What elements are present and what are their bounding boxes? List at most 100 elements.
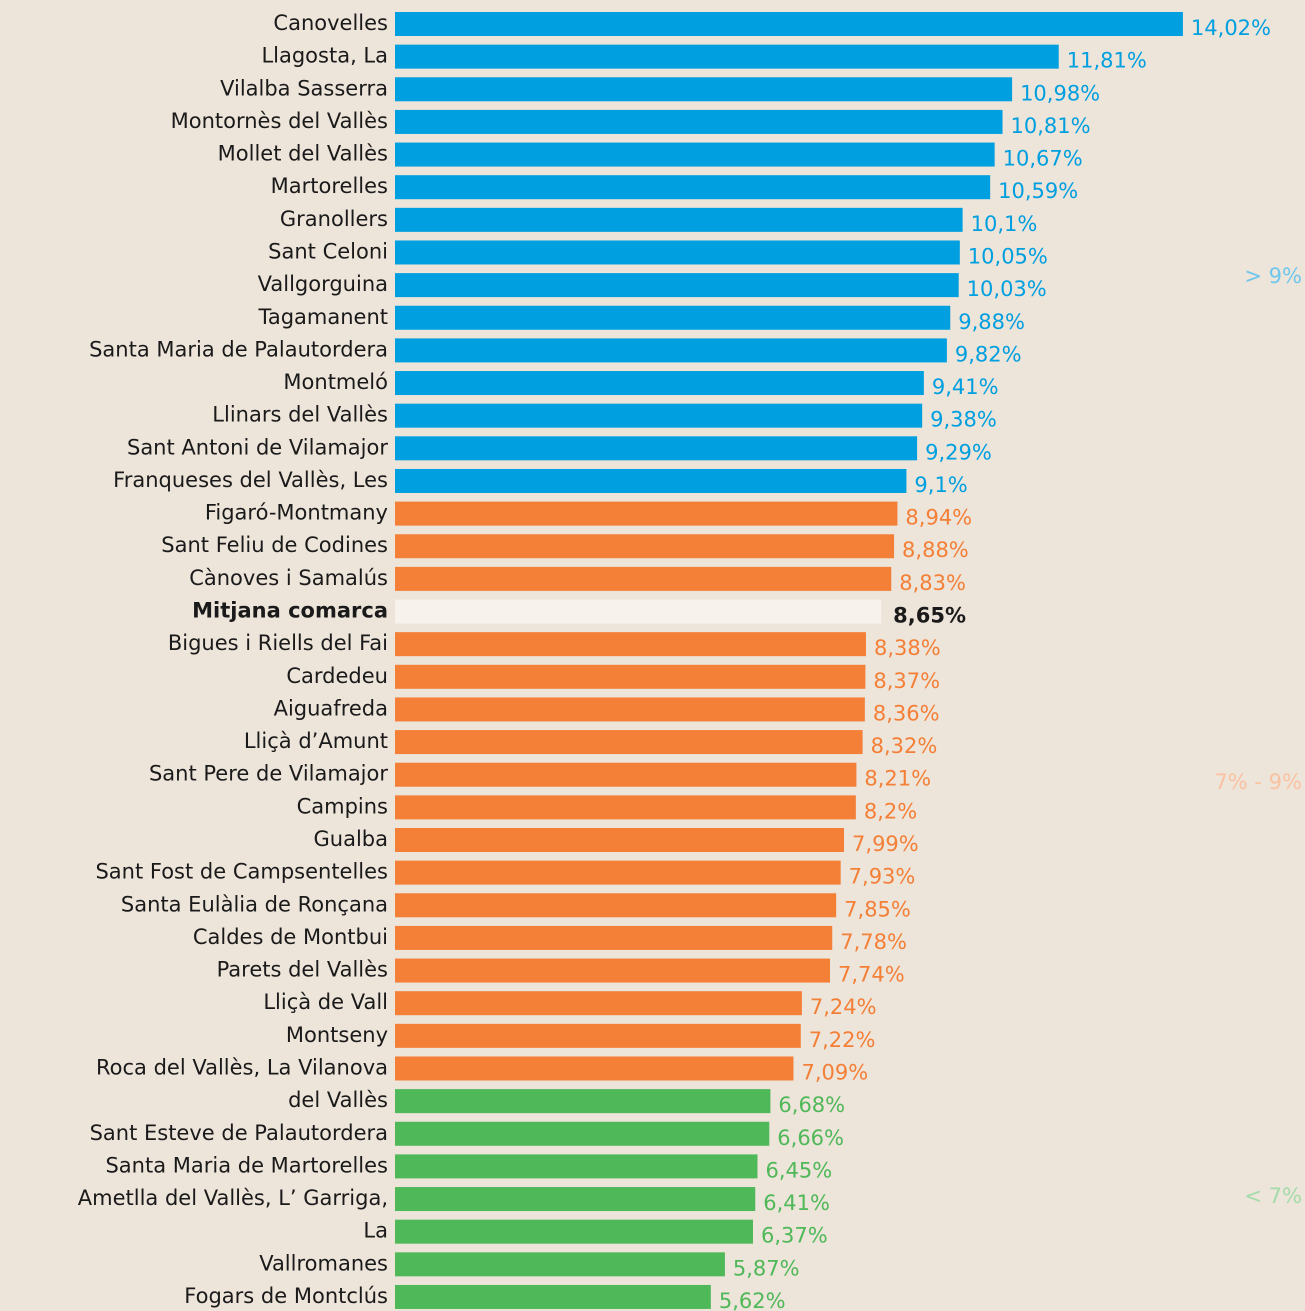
value-label: 10,67%	[1003, 147, 1083, 171]
value-label: 10,81%	[1011, 114, 1091, 138]
bar	[395, 240, 960, 265]
bar	[395, 795, 856, 820]
category-label: La	[363, 1219, 388, 1243]
value-label: 8,37%	[873, 669, 940, 693]
value-label: 9,41%	[932, 375, 999, 399]
value-label: 7,22%	[809, 1028, 876, 1052]
category-label: Vallromanes	[259, 1251, 388, 1275]
bar	[395, 1023, 801, 1048]
category-label: Lliçà d’Amunt	[244, 729, 388, 753]
bar	[395, 1284, 711, 1309]
bar	[395, 1252, 725, 1277]
bar	[395, 828, 845, 852]
value-label: 8,36%	[873, 701, 940, 725]
range-annotation: < 7%	[1244, 1184, 1302, 1208]
value-label: 7,93%	[849, 865, 916, 889]
bar	[395, 273, 959, 298]
value-label: 8,38%	[874, 636, 941, 660]
bar	[395, 1219, 753, 1244]
category-label: Sant Antoni de Vilamajor	[127, 435, 388, 459]
bar	[395, 958, 830, 983]
value-label: 8,88%	[902, 538, 969, 562]
bar	[395, 338, 947, 363]
bar	[395, 403, 923, 428]
value-label: 6,68%	[778, 1093, 845, 1117]
category-label: Caldes de Montbui	[193, 925, 388, 949]
bar	[395, 566, 892, 591]
value-label: 7,24%	[810, 995, 877, 1019]
category-label: Montseny	[286, 1023, 388, 1047]
value-label: 9,29%	[925, 440, 992, 464]
category-label: Sant Pere de Vilamajor	[149, 762, 388, 786]
category-label: Mollet del Vallès	[218, 142, 388, 166]
category-label: Santa Eulàlia de Ronçana	[121, 892, 388, 916]
bar	[395, 77, 1013, 102]
value-label: 10,03%	[967, 277, 1047, 301]
value-label: 9,88%	[958, 310, 1025, 334]
value-label: 8,2%	[864, 799, 917, 823]
category-label: Aiguafreda	[274, 696, 388, 720]
value-label: 10,59%	[998, 179, 1078, 203]
bar	[395, 12, 1183, 36]
bar	[395, 371, 924, 396]
value-label: 7,74%	[838, 963, 905, 987]
value-label: 8,83%	[899, 571, 966, 595]
bar	[395, 664, 866, 689]
category-label: Roca del Vallès, La Vilanova	[96, 1055, 388, 1079]
category-label: Sant Celoni	[268, 239, 388, 263]
bar	[395, 305, 951, 330]
range-annotation: 7% - 9%	[1214, 770, 1302, 794]
bar	[395, 142, 995, 167]
category-label: Sant Feliu de Codines	[161, 533, 388, 557]
category-label: Martorelles	[271, 174, 388, 198]
value-label: 7,85%	[844, 897, 911, 921]
category-label: Franqueses del Vallès, Les	[113, 468, 388, 492]
category-label: Montmeló	[283, 370, 388, 394]
category-label: Ametlla del Vallès, L’ Garriga,	[78, 1186, 388, 1210]
bar	[395, 1121, 770, 1146]
value-label: 10,1%	[971, 212, 1038, 236]
value-label: 9,38%	[930, 408, 997, 432]
bar	[395, 175, 991, 200]
category-label: Fogars de Montclús	[184, 1284, 388, 1308]
value-label: 5,62%	[719, 1289, 786, 1311]
bar	[395, 1187, 756, 1212]
category-label: Sant Fost de Campsentelles	[95, 860, 388, 884]
value-label: 11,81%	[1067, 49, 1147, 73]
value-label: 8,32%	[871, 734, 938, 758]
bar	[395, 1154, 758, 1179]
value-label: 6,66%	[777, 1126, 844, 1150]
bar	[395, 501, 898, 526]
value-label: 8,65%	[893, 604, 966, 628]
category-label: Gualba	[314, 827, 388, 851]
category-label: Lliçà de Vall	[263, 990, 388, 1014]
category-label: Granollers	[280, 207, 388, 231]
bar	[395, 697, 865, 722]
category-label: Sant Esteve de Palautordera	[90, 1121, 388, 1145]
value-label: 9,1%	[914, 473, 967, 497]
value-label: 14,02%	[1191, 16, 1271, 40]
bar	[395, 207, 963, 232]
value-label: 7,78%	[840, 930, 907, 954]
bar	[395, 44, 1059, 69]
value-label: 6,37%	[761, 1224, 828, 1248]
bar	[395, 109, 1003, 134]
category-label: Mitjana comarca	[192, 599, 388, 623]
bar	[395, 632, 866, 657]
category-label: Llinars del Vallès	[212, 403, 388, 427]
category-label: Llagosta, La	[261, 44, 388, 68]
value-label: 6,41%	[763, 1191, 830, 1215]
category-label: Tagamanent	[257, 305, 388, 329]
value-label: 8,21%	[864, 767, 931, 791]
category-label: Vilalba Sasserra	[220, 76, 388, 100]
bar	[395, 762, 857, 787]
bar	[395, 893, 837, 918]
category-label: Cardedeu	[286, 664, 388, 688]
value-label: 9,82%	[955, 342, 1022, 366]
category-label: del Vallès	[288, 1088, 388, 1112]
value-label: 7,09%	[801, 1060, 868, 1084]
bar	[395, 1056, 794, 1081]
bar	[395, 468, 907, 493]
